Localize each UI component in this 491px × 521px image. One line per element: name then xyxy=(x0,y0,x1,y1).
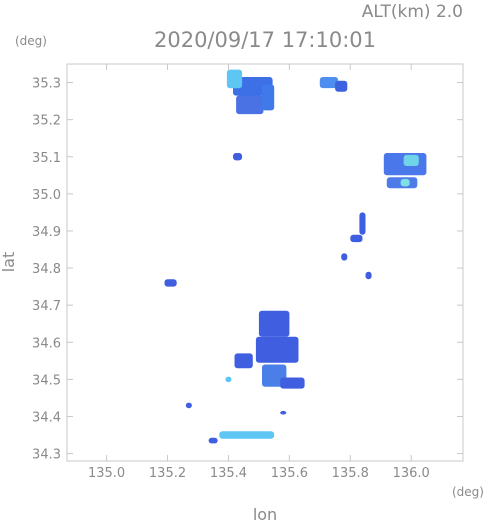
y-axis-label: lat xyxy=(0,252,18,273)
echo-cell-3 xyxy=(262,84,275,111)
x-tick-label-1: 135.2 xyxy=(149,466,186,481)
x-tick-label-5: 136.0 xyxy=(393,466,430,481)
echo-cell-16 xyxy=(280,377,305,389)
y-tick-label-2: 34.5 xyxy=(32,373,61,388)
x-axis-label: lon xyxy=(253,505,277,521)
x-tick-label-2: 135.4 xyxy=(210,466,247,481)
chart-title: 2020/09/17 17:10:01 xyxy=(154,28,376,52)
y-tick-label-7: 35.0 xyxy=(32,188,61,203)
echo-cell-18 xyxy=(225,376,232,383)
echo-cell-2 xyxy=(226,69,243,89)
echo-cell-9 xyxy=(400,179,410,187)
y-unit-label: (deg) xyxy=(15,34,47,48)
echo-cell-20 xyxy=(208,437,218,444)
y-tick-label-0: 34.3 xyxy=(32,448,61,463)
echo-cell-1 xyxy=(236,95,264,115)
echo-cell-14 xyxy=(255,336,299,363)
echo-cell-21 xyxy=(164,279,177,287)
tick-layer: 135.0 135.2 135.4 135.6 135.8 136.0 34.3 34.4 34… xyxy=(32,64,463,481)
echo-cell-7 xyxy=(403,154,419,166)
echo-cell-23 xyxy=(280,410,287,415)
echo-cell-17 xyxy=(234,353,253,369)
y-tick-label-6: 34.9 xyxy=(32,225,61,240)
echo-cell-19 xyxy=(219,431,275,439)
plot-frame xyxy=(66,63,464,462)
echo-cell-13 xyxy=(258,310,290,337)
y-tick-label-3: 34.6 xyxy=(32,336,61,351)
echo-cell-5 xyxy=(335,80,348,92)
y-tick-label-1: 34.4 xyxy=(32,410,61,425)
y-tick-label-8: 35.1 xyxy=(32,151,61,166)
y-tick-label-4: 34.7 xyxy=(32,299,61,314)
echo-cell-10 xyxy=(233,153,243,161)
echo-cell-11 xyxy=(359,212,366,235)
echo-cell-22 xyxy=(185,402,192,409)
x-tick-label-0: 135.0 xyxy=(88,466,125,481)
x-tick-label-4: 135.8 xyxy=(332,466,369,481)
echo-cell-25 xyxy=(365,271,372,280)
echo-cell-24 xyxy=(341,253,348,261)
y-tick-label-9: 35.2 xyxy=(32,114,61,129)
x-tick-label-3: 135.6 xyxy=(271,466,308,481)
x-unit-label: (deg) xyxy=(452,485,484,499)
echo-cell-4 xyxy=(319,77,339,89)
echo-cell-12 xyxy=(350,234,363,243)
altitude-subtitle: ALT(km) 2.0 xyxy=(362,2,463,22)
echo-layer xyxy=(164,69,427,444)
y-tick-label-10: 35.3 xyxy=(32,77,61,92)
y-tick-label-5: 34.8 xyxy=(32,262,61,277)
